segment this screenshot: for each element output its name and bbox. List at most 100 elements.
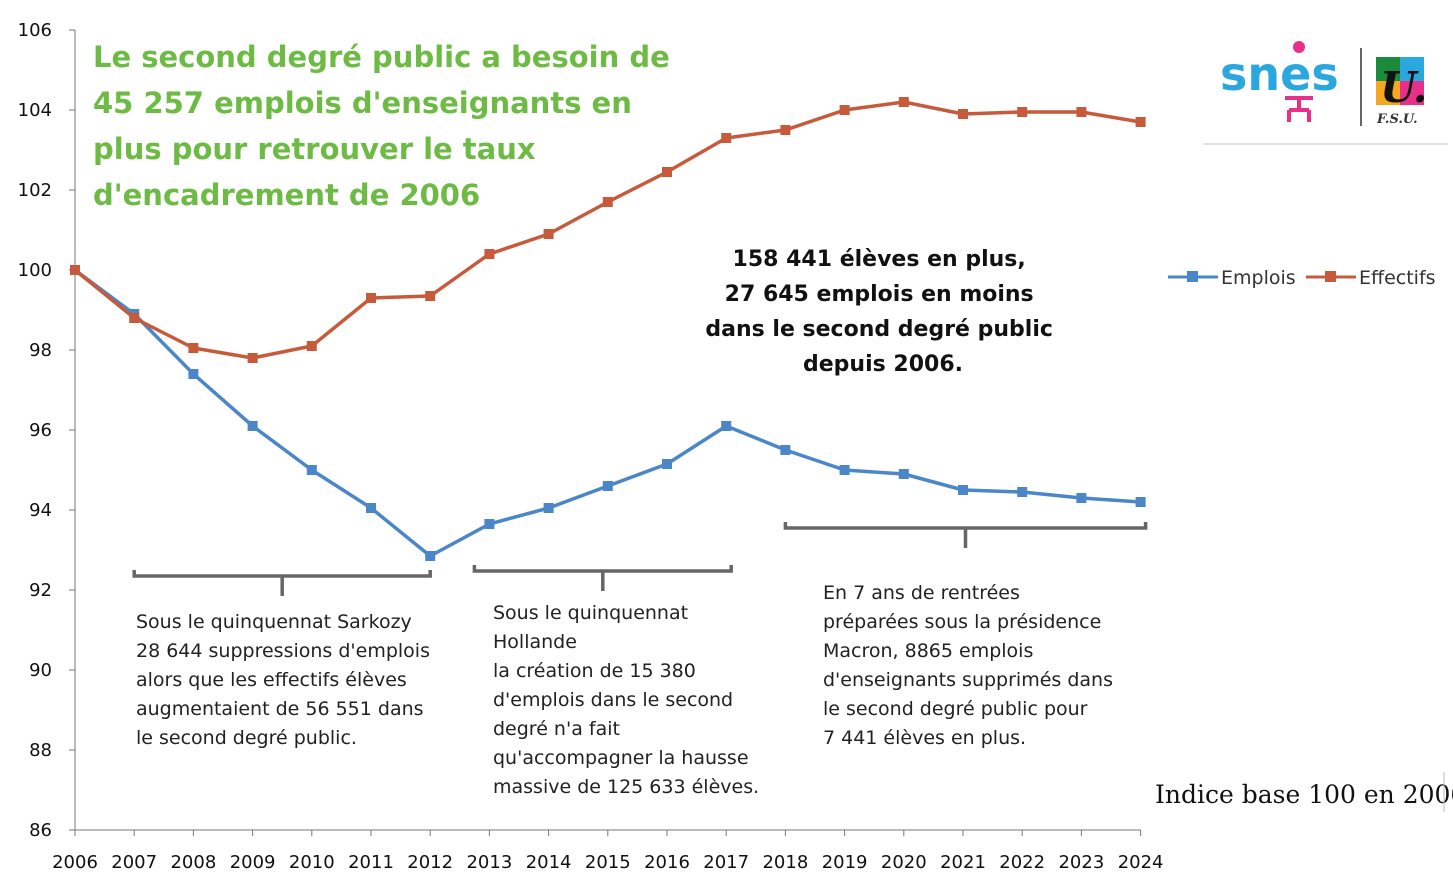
y-tick-label: 104 <box>18 100 52 121</box>
data-point <box>721 133 732 143</box>
data-point <box>247 353 258 363</box>
data-point <box>543 503 554 513</box>
y-tick-label: 88 <box>29 740 52 761</box>
summary-line: depuis 2006. <box>803 352 963 377</box>
legend-marker-effectifs <box>1325 271 1336 282</box>
period-line: Macron, 8865 emplois <box>823 640 1033 662</box>
data-point <box>1076 107 1087 117</box>
x-tick-label: 2018 <box>762 852 808 873</box>
y-tick-label: 90 <box>29 660 52 681</box>
period-line: d'enseignants supprimés dans <box>823 669 1113 691</box>
x-tick-label: 2020 <box>881 852 927 873</box>
period-line: la création de 15 380 <box>493 660 696 682</box>
x-tick-label: 2019 <box>822 852 868 873</box>
x-tick-label: 2011 <box>348 852 394 873</box>
x-tick-label: 2016 <box>644 852 690 873</box>
data-point <box>1017 487 1028 497</box>
summary-annotation: 158 441 élèves en plus, 27 645 emplois e… <box>705 247 1060 377</box>
x-tick-label: 2015 <box>585 852 631 873</box>
y-tick-label: 100 <box>18 260 52 281</box>
data-point <box>721 421 732 431</box>
period-line: En 7 ans de rentrées <box>823 582 1020 604</box>
x-tick-label: 2017 <box>703 852 749 873</box>
legend: Emplois Effectifs <box>1168 267 1436 289</box>
x-tick-label: 2010 <box>289 852 335 873</box>
data-point <box>543 229 554 239</box>
title-line: 45 257 emplois d'enseignants en <box>93 86 632 120</box>
period-line: massive de 125 633 élèves. <box>493 776 759 798</box>
data-point <box>780 125 791 135</box>
period-line: Hollande <box>493 631 577 653</box>
title-line: Le second degré public a besoin de <box>93 40 670 74</box>
period-line: alors que les effectifs élèves <box>136 669 407 691</box>
data-point <box>602 197 613 207</box>
data-point <box>839 105 850 115</box>
x-tick-label: 2008 <box>170 852 216 873</box>
period-line: degré n'a fait <box>493 718 620 740</box>
snes-figure-icon <box>1285 41 1313 122</box>
data-point <box>662 167 672 177</box>
data-point <box>898 97 909 107</box>
data-point <box>1135 497 1146 507</box>
y-tick-label: 98 <box>29 340 52 361</box>
period-line: 28 644 suppressions d'emplois <box>136 640 430 662</box>
x-axis: 2006 2007 2008 2009 2010 2011 2012 2013 2014 2015… <box>52 829 1164 873</box>
legend-label-effectifs: Effectifs <box>1359 267 1436 289</box>
snes-logo-text: snes <box>1220 47 1339 101</box>
period-line: augmentaient de 56 551 dans <box>136 698 424 720</box>
data-point <box>366 293 376 303</box>
series-layer <box>70 97 1146 561</box>
data-point <box>484 519 495 529</box>
index-note: Indice base 100 en 2006 <box>1155 780 1453 809</box>
data-point <box>306 465 317 475</box>
period-bracket <box>783 522 1148 548</box>
data-point <box>129 313 140 323</box>
x-tick-label: 2009 <box>230 852 276 873</box>
y-tick-label: 94 <box>29 500 52 521</box>
x-tick-label: 2022 <box>999 852 1045 873</box>
y-tick-label: 86 <box>29 820 52 841</box>
summary-line: 27 645 emplois en moins <box>725 282 1034 307</box>
data-point <box>425 291 436 301</box>
title-line: d'encadrement de 2006 <box>93 178 480 212</box>
snes-fsu-logo: snes U. F.S.U. <box>1203 41 1448 145</box>
data-point <box>958 109 968 119</box>
legend-marker-emplois <box>1187 271 1198 282</box>
period-sarkozy-text: Sous le quinquennat Sarkozy 28 644 suppr… <box>136 611 436 749</box>
summary-line: dans le second degré public <box>705 317 1053 342</box>
data-point <box>366 503 376 513</box>
data-point <box>839 465 850 475</box>
chart-title: Le second degré public a besoin de 45 25… <box>93 40 680 212</box>
summary-line: 158 441 élèves en plus, <box>733 247 1026 272</box>
period-bracket <box>472 565 733 591</box>
fsu-letter: U. <box>1380 63 1427 112</box>
x-tick-label: 2012 <box>407 852 453 873</box>
title-line: plus pour retrouver le taux <box>93 132 536 166</box>
legend-item-effectifs: Effectifs <box>1306 267 1436 289</box>
legend-item-emplois: Emplois <box>1168 267 1296 289</box>
legend-label-emplois: Emplois <box>1221 267 1296 289</box>
y-tick-label: 92 <box>29 580 52 601</box>
period-line: le second degré public. <box>136 727 357 749</box>
data-point <box>780 445 791 455</box>
data-point <box>484 249 495 259</box>
y-tick-label: 96 <box>29 420 52 441</box>
period-hollande-text: Sous le quinquennat Hollande la création… <box>493 602 759 798</box>
x-tick-label: 2014 <box>526 852 572 873</box>
data-point <box>1076 493 1087 503</box>
period-macron-text: En 7 ans de rentrées préparées sous la p… <box>823 582 1119 749</box>
data-point <box>425 551 436 561</box>
period-line: d'emplois dans le second <box>493 689 733 711</box>
fsu-mark-icon: U. <box>1376 57 1427 112</box>
period-brackets <box>132 522 1148 596</box>
series-emplois <box>70 265 1146 561</box>
fsu-label: F.S.U. <box>1376 112 1418 127</box>
data-point <box>70 265 80 275</box>
x-tick-label: 2021 <box>940 852 986 873</box>
data-point <box>1017 107 1028 117</box>
y-axis: 86 88 90 92 94 96 98 100 102 104 106 <box>18 20 76 841</box>
period-line: 7 441 élèves en plus. <box>823 727 1026 749</box>
x-tick-label: 2007 <box>111 852 157 873</box>
period-bracket <box>132 570 432 596</box>
